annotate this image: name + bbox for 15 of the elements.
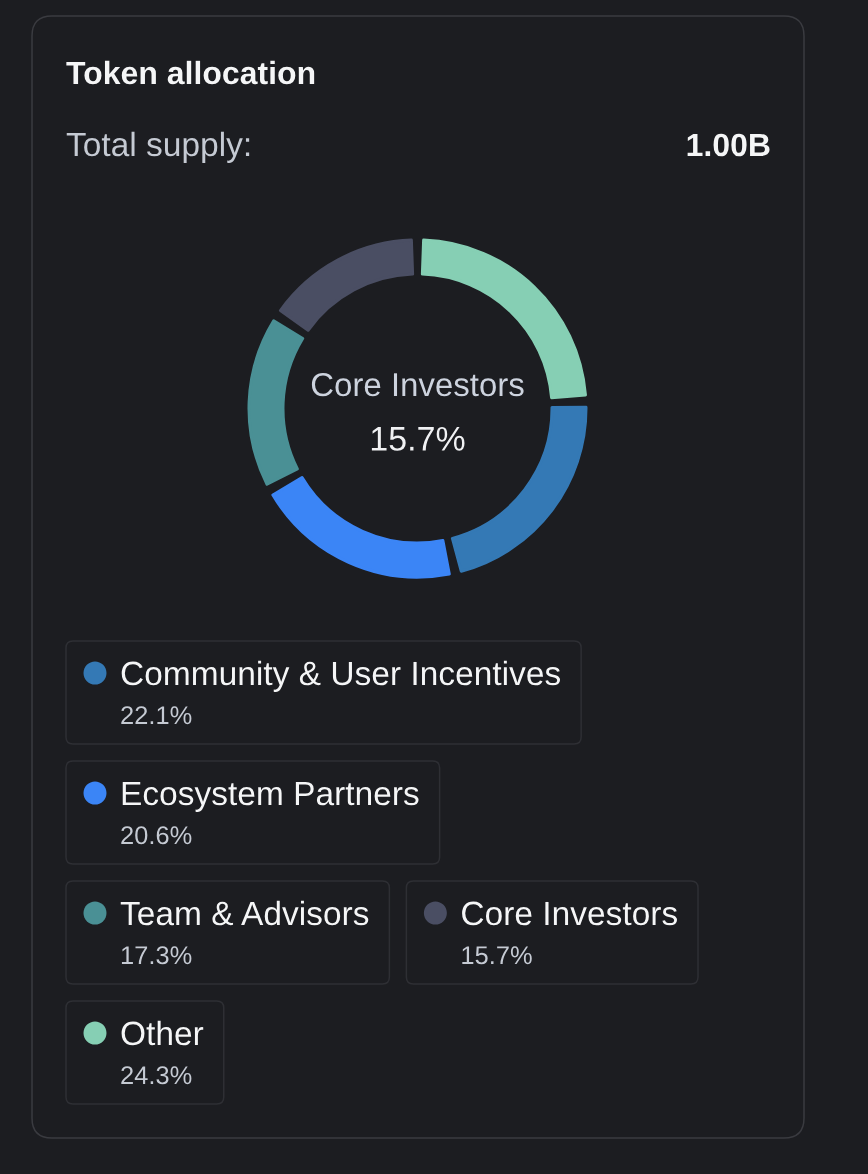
text: Core Investors: [311, 372, 524, 397]
legend-label: Ecosystem Partners: [122, 781, 419, 812]
legend-label: Community & User Incentives: [121, 660, 561, 692]
data-label: 22.1%: [121, 706, 192, 725]
legend-label: Other: [121, 1020, 204, 1046]
data-label: 17.3%: [121, 946, 192, 965]
text: 1.00B: [687, 133, 770, 157]
legend-label: Team & Advisors: [120, 900, 369, 926]
data-label: 24.3%: [121, 1066, 192, 1085]
legend-label: Core Investors: [462, 901, 677, 926]
chart-title: Token allocation: [66, 60, 315, 85]
data-label: 20.6%: [121, 826, 192, 845]
data-label: 15.7%: [462, 946, 532, 965]
text: 15.7%: [371, 426, 465, 451]
chart-subtitle: Total supply:: [66, 131, 250, 163]
